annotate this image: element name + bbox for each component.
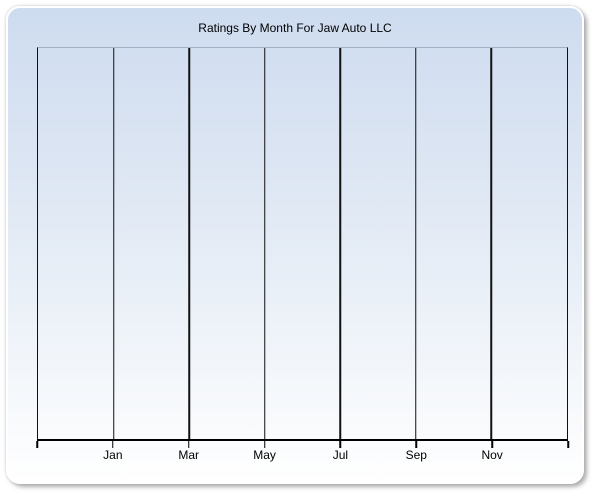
x-axis-label-mar: Mar [178,448,200,462]
x-axis-label-may: May [253,448,276,462]
x-axis-tick [415,441,418,448]
x-axis-label-jul: Jul [332,448,349,462]
x-axis-tick [263,441,266,448]
x-axis-label-jan: Jan [103,448,123,462]
vertical-gridline-jul [339,48,342,439]
x-axis-label-nov: Nov [481,448,503,462]
chart-title: Ratings By Month For Jaw Auto LLC [198,21,392,35]
vertical-gridline-nov [490,48,493,439]
x-axis-tick [339,441,342,448]
plot-area [37,47,568,441]
x-axis-tick [36,441,38,448]
vertical-gridline-sep [415,48,417,439]
x-axis-labels: Jan Mar May Jul Sep Nov [37,448,568,464]
vertical-gridline-jan [112,48,115,439]
x-axis-tick [491,441,493,448]
x-axis-tick [187,441,190,448]
x-axis-label-sep: Sep [405,448,427,462]
x-axis-tick [567,441,569,448]
x-axis-ticks [36,441,569,448]
chart-panel: Ratings By Month For Jaw Auto LLC Jan Ma… [6,6,584,484]
vertical-gridline-may [263,48,266,439]
vertical-gridline-mar [188,48,190,439]
x-axis-tick [112,441,114,448]
